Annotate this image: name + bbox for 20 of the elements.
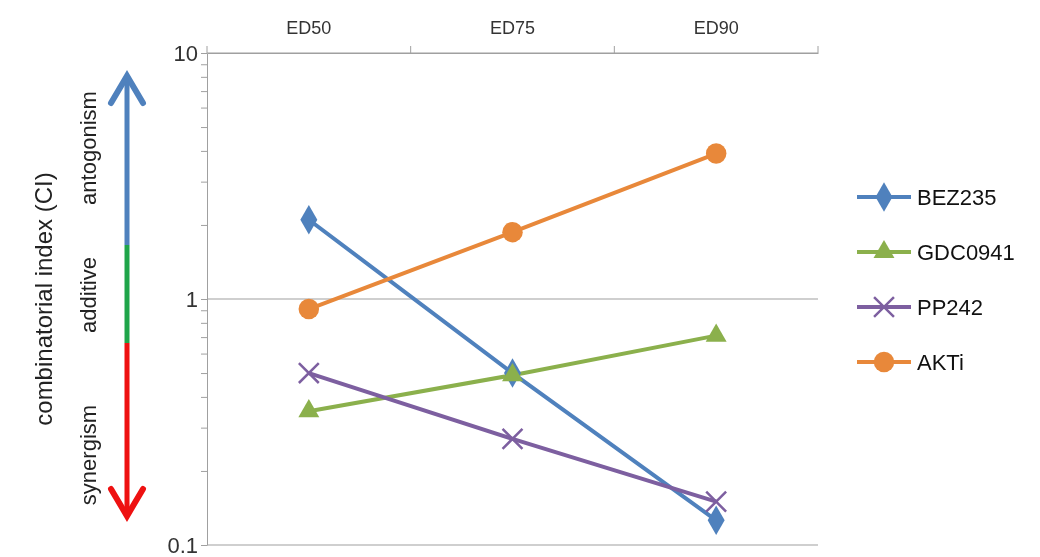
text: additive [76, 257, 101, 333]
x-tick-label: ED75 [489, 17, 536, 38]
text: synergism [76, 404, 101, 506]
legend-label: GDC0941 [917, 239, 1015, 265]
point [298, 298, 320, 320]
x-tick-label: ED50 [286, 17, 332, 38]
legend-label: AKTi [917, 349, 964, 375]
legend-label: PP242 [917, 294, 984, 320]
text: antogonism [76, 91, 101, 205]
y-tick-label: 10 [173, 40, 198, 66]
point [501, 427, 524, 451]
y-tick-label: 1 [185, 286, 198, 312]
legend-label: BEZ235 [917, 184, 997, 210]
y-axis-title: combinatorial index (CI) [30, 172, 57, 426]
y-tick-label: 0.1 [167, 532, 198, 557]
point [705, 143, 727, 164]
point [704, 490, 728, 513]
point [502, 221, 523, 243]
point [297, 361, 321, 385]
x-tick-label: ED90 [693, 17, 739, 38]
